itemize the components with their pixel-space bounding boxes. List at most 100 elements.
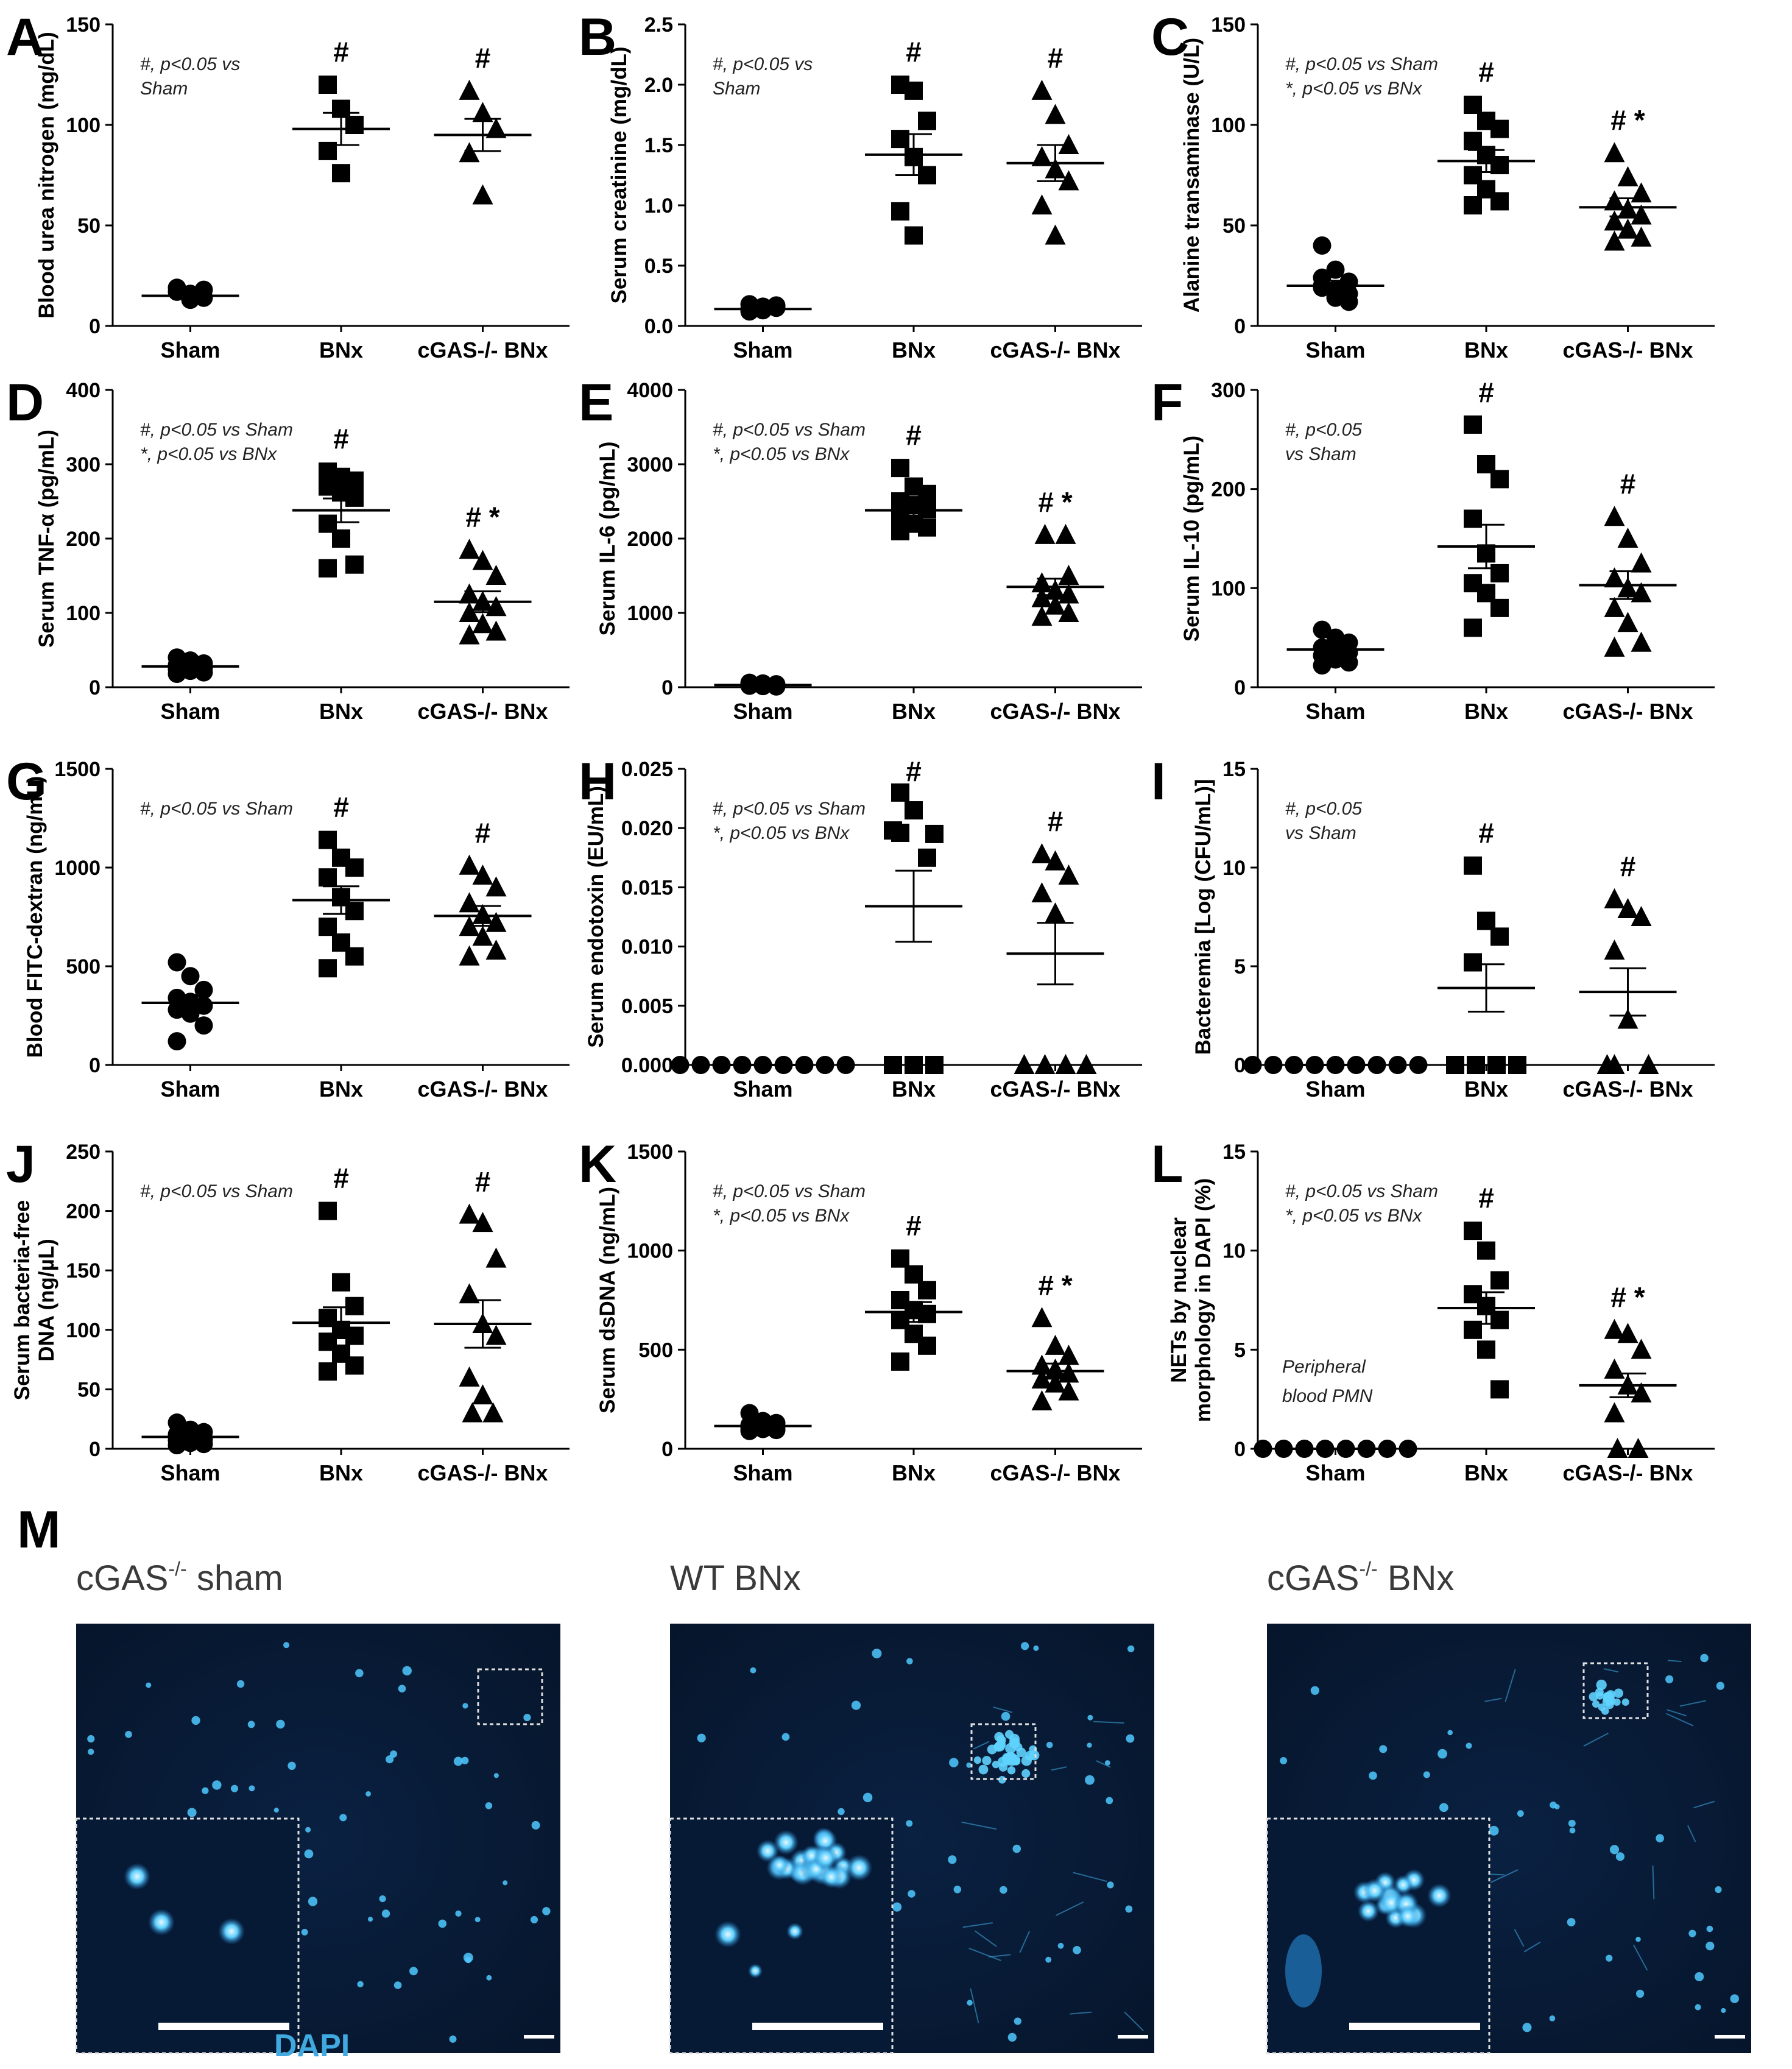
data-point-cgasbnx (1031, 606, 1053, 626)
data-point-sham (691, 1056, 710, 1074)
nucleus (230, 1784, 239, 1792)
nucleus (1609, 1845, 1620, 1855)
dna-strand (1514, 1929, 1525, 1947)
nucleus (1688, 1929, 1696, 1937)
data-point-cgasbnx (1617, 612, 1639, 632)
x-category-label: Sham (1305, 338, 1365, 363)
y-tick-label: 300 (66, 453, 101, 476)
data-point-cgasbnx (1604, 506, 1625, 526)
nucleus (1033, 1645, 1039, 1651)
y-tick-label: 10 (1222, 1240, 1246, 1263)
nucleus (1087, 1714, 1093, 1721)
data-point-cgasbnx (459, 1283, 480, 1304)
stat-note: #, p<0.05 vs Sham (713, 420, 866, 440)
data-point-sham (836, 1056, 855, 1074)
stain-label-dapi: DAPI (274, 2028, 350, 2064)
data-point-cgasbnx (1031, 146, 1053, 166)
x-category-label: BNx (1464, 1460, 1508, 1485)
data-point-bnx (1487, 1056, 1506, 1074)
title-text: BNx (1378, 1558, 1455, 1598)
panel-letter-j: J (6, 1135, 35, 1194)
dna-strand (1505, 1669, 1516, 1702)
panel-letter-k: K (579, 1135, 616, 1194)
significance-mark: # (333, 791, 349, 823)
data-point-bnx (1508, 1056, 1526, 1074)
data-point-sham (168, 1436, 186, 1455)
data-point-cgasbnx (1058, 1345, 1079, 1365)
data-point-sham (1313, 278, 1332, 297)
data-point-cgasbnx (1631, 631, 1652, 652)
nucleus (355, 1669, 364, 1678)
panel-letter-f: F (1151, 373, 1183, 432)
y-tick-label: 2.5 (644, 13, 673, 37)
stat-note: *, p<0.05 vs BNx (140, 444, 277, 464)
panel-letter-b: B (579, 8, 616, 66)
y-tick-label: 0 (89, 315, 101, 338)
net-nucleus (1592, 1700, 1600, 1708)
y-tick-label: 5 (1234, 1339, 1246, 1362)
net-nucleus (982, 1756, 992, 1766)
chart-d: D 0 100 200 300 400 Serum TNF-α (pg/mL) Sham BNx… (6, 373, 570, 724)
data-point-bnx (891, 522, 909, 540)
x-category-label: Sham (733, 1077, 792, 1102)
y-tick-label: 5 (1234, 955, 1246, 978)
data-point-cgasbnx (1604, 230, 1625, 251)
nucleus (1635, 1936, 1641, 1942)
nucleus (531, 1820, 540, 1830)
inset-scale-bar (752, 2023, 883, 2030)
zoom-source-box (970, 1723, 1037, 1780)
data-point-cgasbnx (459, 142, 480, 163)
nucleus (402, 1666, 412, 1676)
nucleus (1439, 1803, 1448, 1813)
nucleus (1127, 1645, 1135, 1653)
data-point-sham (1339, 653, 1358, 672)
inset-nucleus (218, 1918, 245, 1945)
nucleus (1730, 1994, 1739, 2003)
data-point-cgasbnx (1031, 843, 1053, 863)
significance-mark: # * (1610, 1281, 1645, 1313)
significance-mark: # (906, 755, 922, 787)
nucleus (1437, 1749, 1447, 1759)
data-point-bnx (332, 1273, 350, 1292)
data-point-cgasbnx (1045, 224, 1066, 245)
stat-note: *, p<0.05 vs BNx (713, 823, 850, 843)
stat-note: *, p<0.05 vs BNx (713, 444, 850, 464)
data-point-bnx (1477, 1241, 1495, 1260)
data-point-cgasbnx (1031, 194, 1053, 214)
data-point-bnx (1490, 1380, 1509, 1399)
dna-strand (1124, 2011, 1144, 2031)
inset-net-nucleus (774, 1830, 799, 1855)
nucleus (1046, 1741, 1053, 1749)
y-tick-label: 150 (1211, 13, 1246, 37)
net-nucleus (1614, 1688, 1623, 1698)
data-point-sham (1254, 1440, 1272, 1458)
data-point-cgasbnx (1045, 1372, 1066, 1393)
y-tick-label: 50 (77, 1378, 101, 1401)
nucleus (1045, 1956, 1052, 1963)
x-category-label: Sham (160, 1077, 220, 1102)
nucleus (1522, 2023, 1532, 2032)
nucleus (892, 1902, 902, 1912)
data-point-bnx (1490, 1310, 1509, 1329)
nucleus (966, 1762, 972, 1768)
data-point-cgasbnx (1034, 523, 1056, 544)
data-point-bnx (319, 1201, 337, 1220)
x-category-label: Sham (733, 1460, 792, 1485)
y-axis-title: Alanine transaminase (U/L) (1180, 38, 1204, 313)
net-nucleus (993, 1742, 1003, 1752)
data-point-cgasbnx (1604, 210, 1625, 231)
data-point-cgasbnx (1604, 142, 1625, 163)
y-axis-title: Serum creatinine (mg/dL) (607, 46, 631, 303)
y-tick-label: 3000 (627, 453, 673, 476)
y-tick-label: 200 (66, 528, 101, 551)
significance-mark: # (475, 42, 491, 74)
nucleus (1014, 2017, 1021, 2025)
nucleus (1489, 1825, 1499, 1836)
data-point-cgasbnx (1031, 79, 1053, 100)
x-category-label: BNx (319, 699, 363, 724)
data-point-bnx (319, 1362, 337, 1381)
data-point-bnx (345, 555, 364, 574)
data-point-sham (194, 280, 213, 299)
nucleus (697, 1733, 706, 1742)
